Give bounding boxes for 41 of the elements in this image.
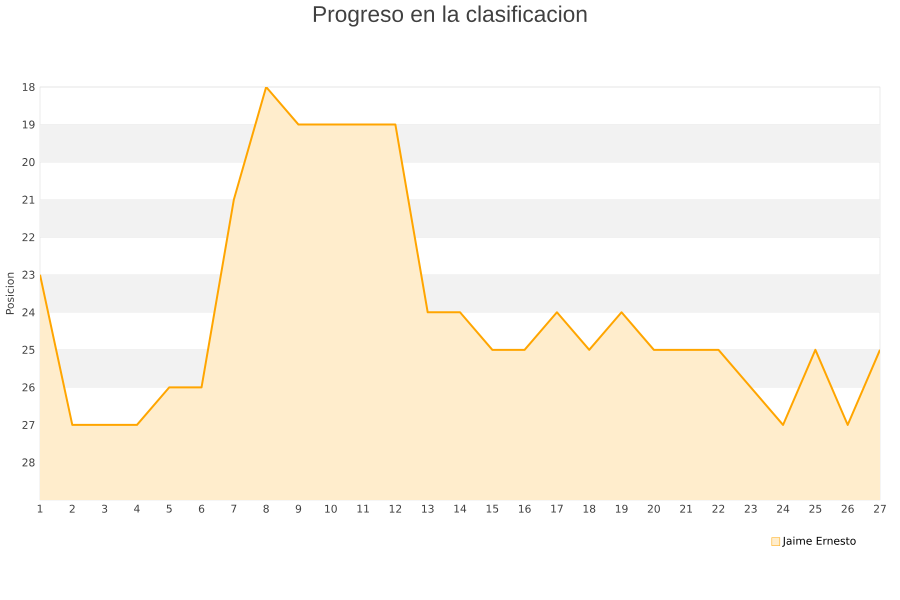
y-tick-label: 26 [22, 383, 35, 392]
x-tick-label: 4 [134, 504, 140, 512]
chart-title: Progreso en la clasificacion [314, 5, 586, 27]
x-tick-label: 19 [616, 504, 628, 513]
x-tick-label: 1 [38, 504, 42, 512]
y-tick-label: 18 [22, 82, 35, 92]
y-tick-label: 25 [22, 346, 34, 354]
y-tick-label: 22 [22, 233, 34, 242]
y-tick-label: 21 [22, 196, 34, 204]
y-tick-label: 24 [22, 308, 35, 316]
x-tick-label: 17 [551, 504, 563, 512]
legend-label: Jaime Ernesto [782, 536, 856, 547]
y-tick-label: 27 [22, 420, 34, 429]
x-tick-label: 15 [486, 504, 498, 513]
x-tick-label: 20 [648, 504, 660, 513]
x-tick-label: 2 [70, 504, 75, 513]
y-tick-label: 23 [22, 270, 34, 279]
x-tick-label: 24 [777, 504, 790, 513]
x-tick-label: 9 [296, 504, 302, 513]
x-tick-label: 3 [102, 504, 108, 513]
x-tick-label: 10 [325, 504, 337, 513]
x-tick-label: 12 [390, 504, 402, 513]
x-tick-label: 8 [263, 504, 269, 513]
x-tick-label: 7 [231, 504, 236, 512]
x-tick-label: 16 [519, 504, 531, 513]
x-tick-label: 27 [874, 504, 886, 513]
x-tick-label: 13 [422, 504, 434, 513]
x-tick-label: 5 [166, 504, 172, 513]
x-tick-label: 11 [357, 504, 369, 512]
x-tick-label: 26 [842, 504, 854, 513]
x-tick-label: 21 [680, 504, 692, 513]
y-tick-label: 28 [22, 458, 35, 466]
y-axis-title: Posicion [6, 272, 14, 314]
x-tick-label: 18 [584, 504, 596, 513]
y-tick-label: 19 [22, 120, 35, 129]
x-tick-label: 25 [809, 504, 822, 513]
x-tick-label: 14 [454, 504, 466, 512]
x-tick-label: 23 [744, 504, 757, 513]
y-tick-label: 20 [22, 158, 35, 166]
x-tick-label: 22 [712, 504, 724, 513]
x-tick-label: 6 [198, 504, 204, 513]
